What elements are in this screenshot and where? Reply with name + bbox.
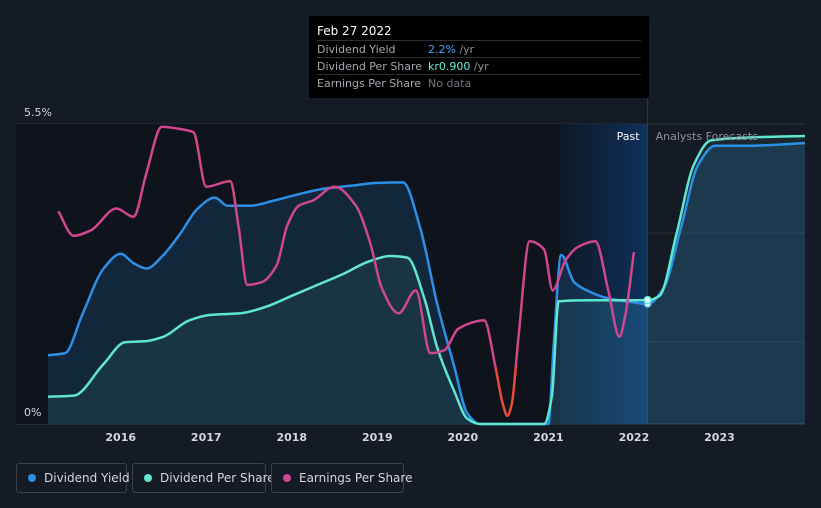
x-tick-label: 2018 — [276, 431, 307, 444]
tooltip-value: No data — [428, 77, 472, 90]
tooltip-label: Earnings Per Share — [317, 77, 422, 90]
tooltip-label: Dividend Per Share — [317, 60, 423, 73]
tooltip-row-earnings-per-share: Earnings Per Share No data — [317, 74, 641, 92]
tooltip-value: kr0.900 — [428, 60, 471, 73]
legend-item-dividend-per-share[interactable]: Dividend Per Share — [132, 463, 275, 493]
y-tick-label: 0% — [24, 406, 41, 419]
y-tick-label: 5.5% — [24, 106, 52, 119]
x-tick-label: 2019 — [362, 431, 393, 444]
legend-dot-icon — [28, 474, 36, 482]
tooltip-value: 2.2% — [428, 43, 456, 56]
legend-item-dividend-yield[interactable]: Dividend Yield — [16, 463, 130, 493]
legend-dot-icon — [144, 474, 152, 482]
x-tick-label: 2020 — [448, 431, 479, 444]
x-tick-label: 2016 — [105, 431, 136, 444]
dividend-per-share-area — [48, 136, 805, 424]
dividend-per-share-line — [47, 134, 806, 426]
legend-dot-icon — [283, 474, 291, 482]
tooltip-unit: /yr — [455, 43, 475, 56]
past-label: Past — [617, 130, 641, 143]
tooltip-date: Feb 27 2022 — [317, 24, 392, 38]
x-tick-label: 2023 — [704, 431, 735, 444]
earnings-per-share-line — [57, 125, 636, 367]
legend-label: Earnings Per Share — [299, 471, 413, 485]
legend-label: Dividend Yield — [44, 471, 130, 485]
x-tick-label: 2021 — [533, 431, 564, 444]
dividend-per-share-point — [643, 295, 652, 305]
forecast-label: Analysts Forecasts — [656, 130, 759, 143]
tooltip-label: Dividend Yield — [317, 43, 396, 56]
past-region — [16, 124, 648, 424]
tooltip-unit: /yr — [470, 60, 489, 73]
tooltip-row-dividend-yield: Dividend Yield 2.2% /yr — [317, 40, 641, 58]
tooltip-row-dividend-per-share: Dividend Per Share kr0.900 /yr — [317, 57, 641, 75]
legend-label: Dividend Per Share — [160, 471, 275, 485]
x-tick-label: 2022 — [619, 431, 650, 444]
x-tick-label: 2017 — [191, 431, 222, 444]
legend-item-earnings-per-share[interactable]: Earnings Per Share — [271, 463, 412, 493]
chart-tooltip: Feb 27 2022 Dividend Yield 2.2% /yr Divi… — [309, 16, 649, 98]
